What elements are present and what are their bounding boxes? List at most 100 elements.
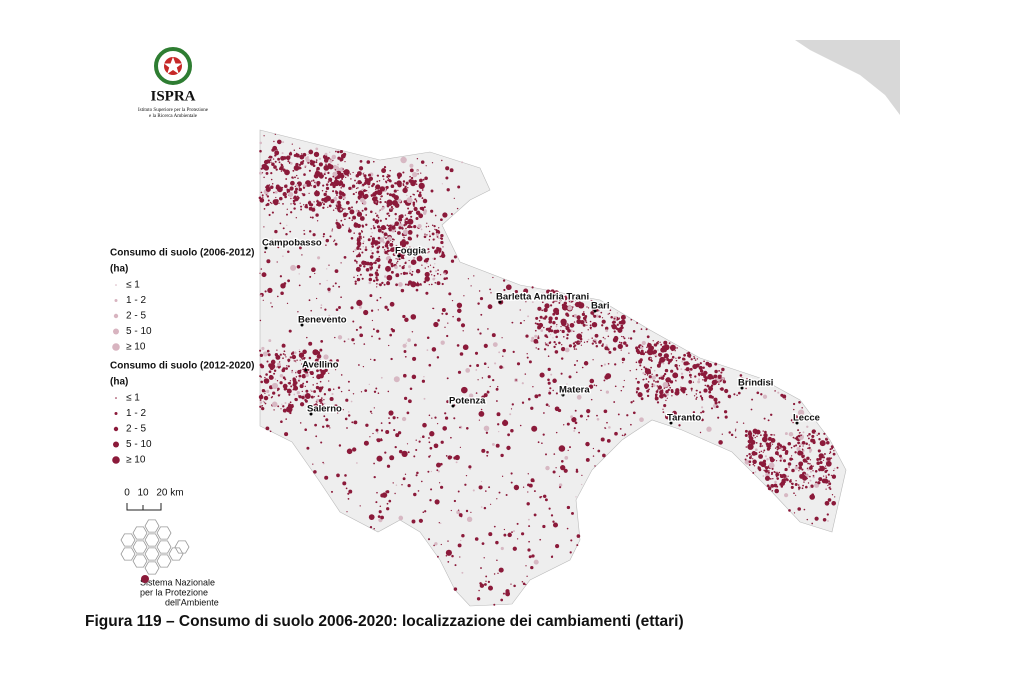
change-dot [509, 413, 512, 416]
change-dot [764, 475, 771, 481]
change-dot [347, 338, 350, 341]
change-dot [519, 424, 522, 427]
change-dot [621, 326, 624, 330]
change-dot [299, 359, 301, 361]
change-dot [760, 393, 763, 396]
change-dot [510, 429, 514, 433]
change-dot [413, 205, 415, 208]
change-dot [315, 152, 319, 156]
change-dot [565, 326, 570, 331]
change-dot [703, 388, 708, 393]
change-dot [665, 356, 668, 359]
change-dot [409, 387, 413, 391]
change-dot [530, 478, 535, 483]
change-dot [495, 443, 500, 448]
change-dot [376, 257, 381, 263]
change-dot [312, 403, 319, 410]
change-dot [343, 198, 345, 200]
change-dot [424, 176, 428, 181]
change-dot [692, 381, 695, 383]
change-dot [803, 481, 805, 483]
change-dot [612, 347, 617, 351]
change-dot [625, 344, 629, 347]
change-dot [412, 247, 414, 249]
change-dot [299, 402, 305, 407]
change-dot [457, 185, 461, 189]
change-dot [288, 329, 292, 333]
change-dot [377, 228, 382, 233]
change-dot [614, 385, 617, 388]
change-dot [409, 246, 411, 249]
change-dot [295, 376, 298, 378]
change-dot [779, 473, 782, 476]
change-dot [387, 212, 390, 214]
change-dot [447, 540, 449, 542]
change-dot [528, 540, 530, 543]
change-dot [497, 386, 499, 388]
change-dot [516, 362, 521, 366]
city-point [451, 404, 455, 408]
change-dot [685, 367, 690, 372]
change-dot [333, 240, 335, 243]
change-dot [273, 191, 275, 194]
change-dot [658, 377, 661, 380]
change-dot [613, 330, 616, 333]
change-dot [735, 428, 737, 430]
change-dot [329, 159, 333, 163]
change-dot [666, 397, 668, 399]
change-dot [543, 348, 547, 351]
change-dot [728, 431, 731, 434]
change-dot [416, 158, 419, 160]
change-dot [319, 368, 323, 372]
legend-label: 1 - 2 [126, 295, 146, 306]
change-dot [823, 432, 826, 435]
change-dot [376, 244, 380, 247]
change-dot [393, 238, 395, 241]
change-dot [487, 580, 491, 584]
change-dot [337, 172, 339, 174]
change-dot [443, 269, 449, 275]
change-dot [428, 414, 431, 417]
change-dot [278, 202, 280, 204]
change-dot [583, 361, 589, 366]
change-dot [575, 470, 579, 473]
change-dot [754, 436, 756, 439]
change-dot [787, 475, 789, 477]
change-dot [406, 411, 410, 415]
change-dot [699, 395, 702, 398]
change-dot [353, 276, 355, 279]
change-dot [663, 340, 668, 345]
change-dot [785, 480, 787, 482]
change-dot [766, 447, 771, 451]
change-dot [304, 385, 306, 388]
change-dot [616, 312, 619, 314]
change-dot [423, 211, 427, 215]
change-dot [540, 495, 543, 498]
change-dot [721, 377, 725, 380]
change-dot [434, 214, 437, 217]
change-dot [321, 425, 325, 429]
change-dot [301, 193, 303, 195]
change-dot [376, 299, 379, 302]
change-dot [550, 304, 553, 307]
change-dot [642, 372, 645, 375]
change-dot [818, 468, 821, 472]
change-dot [656, 341, 659, 345]
change-dot [381, 246, 385, 249]
change-dot [299, 202, 301, 204]
change-dot [485, 490, 487, 492]
change-dot [717, 374, 722, 379]
change-dot [371, 412, 373, 414]
change-dot [620, 341, 623, 344]
change-dot [581, 312, 586, 317]
change-dot [404, 355, 407, 358]
change-dot [292, 202, 295, 205]
legend-label: ≤ 1 [126, 393, 140, 404]
change-dot [278, 366, 280, 369]
change-dot [316, 369, 319, 373]
change-dot [459, 352, 464, 356]
change-dot [339, 405, 341, 408]
change-dot [803, 508, 806, 511]
change-dot [372, 182, 375, 186]
change-dot [792, 421, 794, 424]
